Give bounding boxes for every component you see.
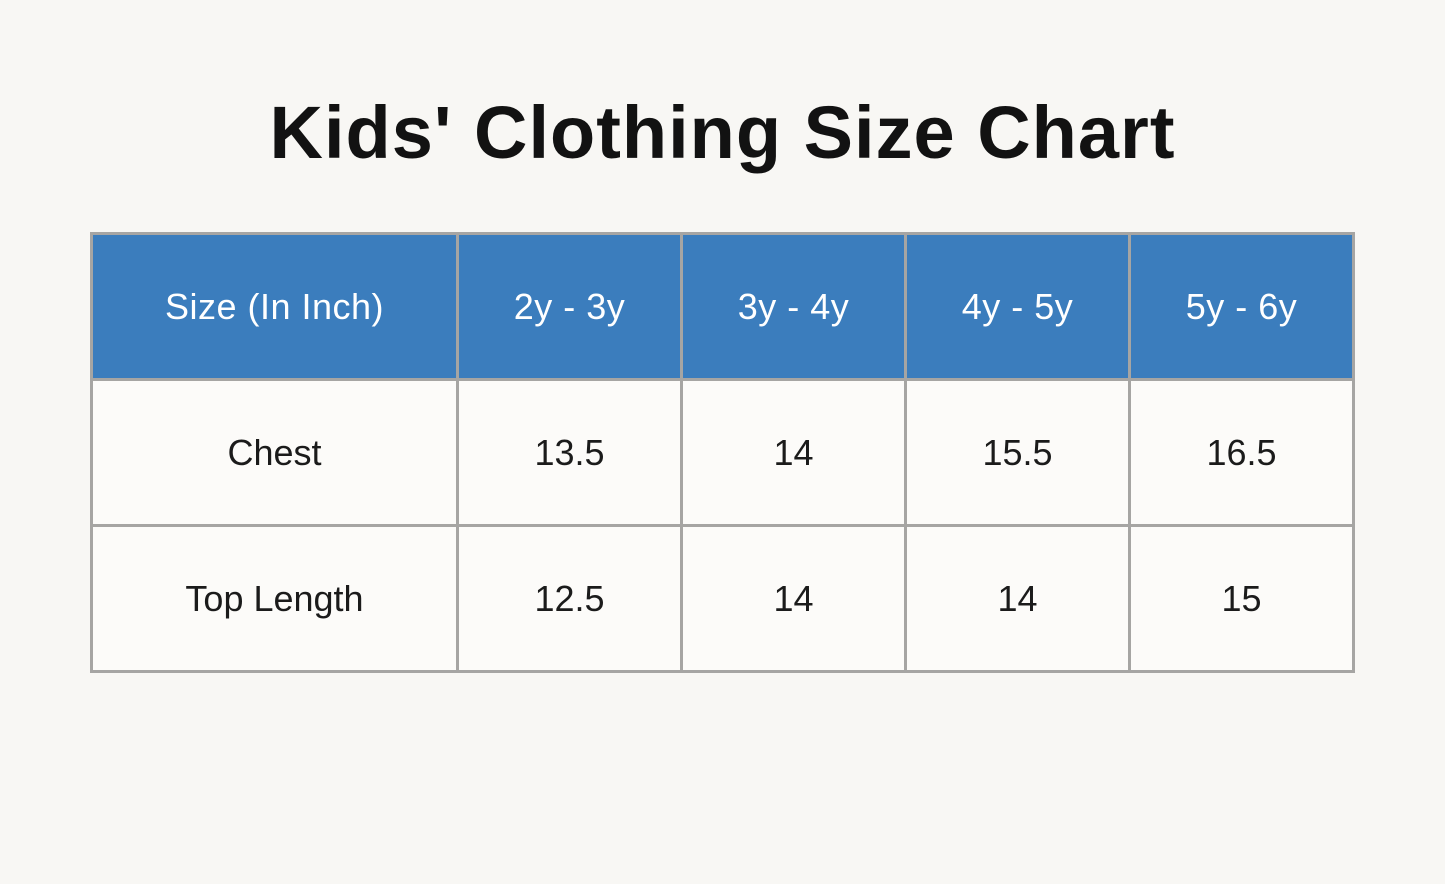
- size-chart-table: Size (In Inch) 2y - 3y 3y - 4y 4y - 5y 5…: [90, 232, 1355, 673]
- header-cell-age-2y-3y: 2y - 3y: [456, 232, 683, 381]
- header-cell-size-label: Size (In Inch): [90, 232, 459, 381]
- cell-top-length-5y-6y: 15: [1128, 524, 1355, 673]
- page-title: Kids' Clothing Size Chart: [269, 91, 1176, 174]
- row-label-chest: Chest: [90, 378, 459, 527]
- cell-chest-2y-3y: 13.5: [456, 378, 683, 527]
- header-cell-age-3y-4y: 3y - 4y: [680, 232, 907, 381]
- table-header-row: Size (In Inch) 2y - 3y 3y - 4y 4y - 5y 5…: [90, 232, 1355, 381]
- header-cell-age-5y-6y: 5y - 6y: [1128, 232, 1355, 381]
- table-row-top-length: Top Length 12.5 14 14 15: [90, 524, 1355, 673]
- header-cell-age-4y-5y: 4y - 5y: [904, 232, 1131, 381]
- row-label-top-length: Top Length: [90, 524, 459, 673]
- cell-chest-5y-6y: 16.5: [1128, 378, 1355, 527]
- table-row-chest: Chest 13.5 14 15.5 16.5: [90, 378, 1355, 527]
- cell-top-length-3y-4y: 14: [680, 524, 907, 673]
- cell-chest-3y-4y: 14: [680, 378, 907, 527]
- page: Kids' Clothing Size Chart Size (In Inch)…: [0, 96, 1445, 673]
- cell-top-length-4y-5y: 14: [904, 524, 1131, 673]
- cell-top-length-2y-3y: 12.5: [456, 524, 683, 673]
- cell-chest-4y-5y: 15.5: [904, 378, 1131, 527]
